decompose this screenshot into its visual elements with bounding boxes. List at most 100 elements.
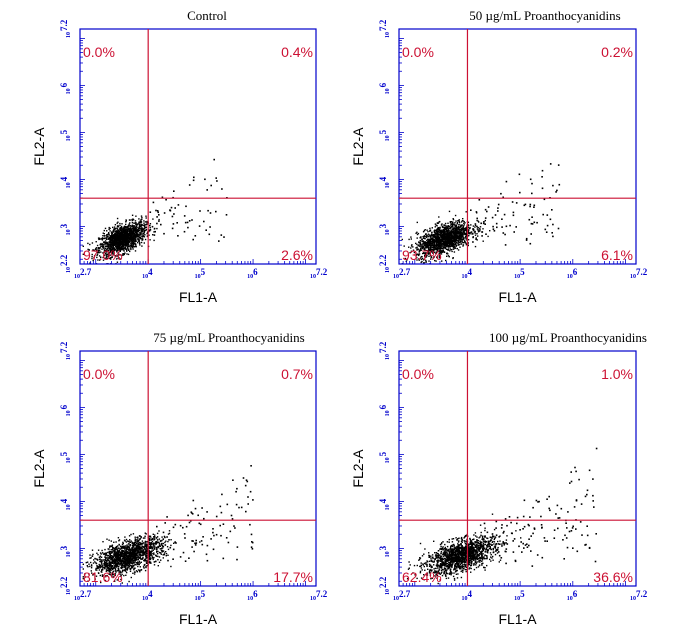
event-point bbox=[437, 237, 439, 239]
event-point bbox=[119, 556, 122, 558]
event-point bbox=[140, 220, 142, 223]
event-point bbox=[467, 239, 470, 241]
event-point bbox=[447, 226, 449, 228]
event-point bbox=[421, 238, 423, 241]
event-point bbox=[448, 256, 450, 258]
event-point bbox=[125, 219, 127, 221]
event-point bbox=[156, 542, 158, 544]
event-point bbox=[123, 546, 126, 548]
event-point bbox=[429, 246, 431, 248]
event-point bbox=[105, 554, 108, 556]
event-point bbox=[167, 559, 169, 562]
event-point bbox=[208, 233, 211, 236]
y-tick-label: 104 bbox=[59, 498, 72, 510]
event-point bbox=[114, 547, 117, 549]
event-point bbox=[452, 227, 454, 230]
event-point bbox=[476, 239, 478, 241]
event-point bbox=[131, 566, 133, 569]
event-point bbox=[118, 571, 120, 574]
event-point bbox=[138, 240, 140, 242]
event-point bbox=[120, 244, 123, 246]
event-point bbox=[97, 251, 99, 254]
event-point bbox=[430, 258, 432, 260]
event-point bbox=[436, 222, 439, 224]
event-point bbox=[117, 239, 120, 241]
event-point bbox=[137, 229, 139, 232]
event-point bbox=[114, 570, 116, 572]
event-point bbox=[153, 564, 156, 566]
event-point bbox=[122, 246, 124, 248]
event-point bbox=[110, 238, 112, 240]
event-point bbox=[146, 235, 149, 238]
event-point bbox=[192, 499, 195, 502]
event-point bbox=[126, 560, 129, 562]
event-point bbox=[133, 571, 136, 573]
event-point bbox=[128, 233, 130, 236]
event-point bbox=[132, 545, 134, 547]
event-point bbox=[128, 248, 130, 250]
event-point bbox=[107, 551, 109, 554]
event-point bbox=[155, 554, 157, 556]
event-point bbox=[97, 237, 100, 239]
event-point bbox=[424, 245, 427, 247]
event-point bbox=[426, 244, 429, 246]
event-point bbox=[117, 547, 119, 549]
event-point bbox=[82, 576, 84, 578]
event-point bbox=[437, 230, 440, 233]
event-point bbox=[144, 563, 146, 566]
event-point bbox=[156, 216, 158, 218]
event-point bbox=[205, 229, 207, 231]
event-point bbox=[452, 218, 455, 221]
y-tick-label: 103 bbox=[378, 223, 391, 235]
event-point bbox=[132, 218, 134, 220]
event-point bbox=[106, 230, 108, 232]
event-point bbox=[126, 548, 128, 551]
event-point bbox=[465, 231, 468, 233]
event-point bbox=[420, 249, 422, 251]
event-point bbox=[96, 565, 98, 567]
event-point bbox=[206, 511, 208, 513]
event-point bbox=[104, 227, 107, 230]
event-point bbox=[146, 565, 148, 567]
event-point bbox=[134, 250, 137, 252]
event-point bbox=[427, 230, 429, 233]
event-point bbox=[129, 541, 131, 543]
event-point bbox=[106, 566, 109, 568]
event-point bbox=[446, 238, 448, 240]
event-point bbox=[151, 225, 154, 228]
event-point bbox=[120, 566, 122, 569]
event-point bbox=[129, 228, 131, 230]
event-point bbox=[421, 245, 423, 247]
event-point bbox=[158, 541, 160, 544]
event-point bbox=[92, 574, 94, 576]
event-point bbox=[135, 227, 137, 229]
event-point bbox=[462, 225, 464, 227]
event-point bbox=[416, 243, 418, 246]
event-point bbox=[111, 555, 114, 558]
event-point bbox=[158, 544, 161, 546]
event-point bbox=[430, 244, 432, 247]
event-point bbox=[170, 206, 173, 209]
event-point bbox=[135, 246, 137, 248]
event-point bbox=[101, 574, 104, 576]
event-point bbox=[515, 226, 517, 228]
event-point bbox=[127, 242, 130, 245]
event-point bbox=[91, 549, 94, 551]
event-point bbox=[480, 222, 482, 225]
event-point bbox=[456, 236, 459, 238]
event-point bbox=[122, 227, 125, 229]
event-point bbox=[132, 562, 134, 564]
event-point bbox=[455, 228, 457, 230]
event-point bbox=[444, 546, 446, 549]
event-point bbox=[441, 260, 443, 262]
event-point bbox=[425, 244, 427, 246]
event-point bbox=[464, 222, 466, 224]
event-point bbox=[160, 549, 163, 551]
event-point bbox=[113, 574, 115, 576]
event-point bbox=[159, 548, 161, 550]
event-point bbox=[129, 231, 132, 233]
event-point bbox=[135, 542, 138, 544]
event-point bbox=[427, 235, 429, 237]
event-point bbox=[441, 244, 443, 246]
event-point bbox=[437, 239, 439, 241]
